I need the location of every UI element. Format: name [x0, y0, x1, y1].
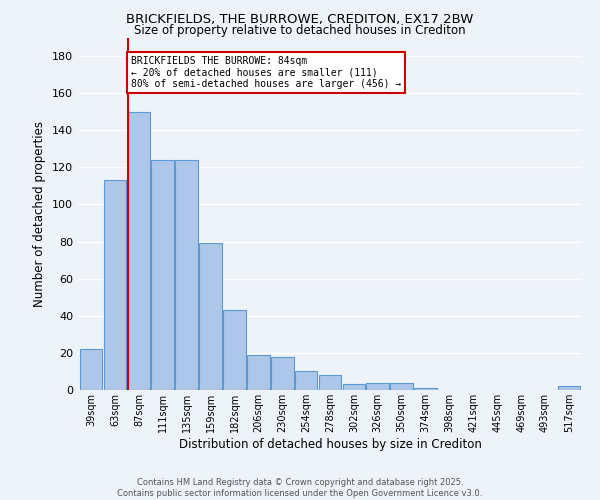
- Text: Size of property relative to detached houses in Crediton: Size of property relative to detached ho…: [134, 24, 466, 37]
- Text: BRICKFIELDS, THE BURROWE, CREDITON, EX17 2BW: BRICKFIELDS, THE BURROWE, CREDITON, EX17…: [127, 12, 473, 26]
- Bar: [557, 386, 580, 390]
- Bar: [175, 160, 198, 390]
- Bar: [414, 388, 437, 390]
- Bar: [391, 382, 413, 390]
- Bar: [128, 112, 150, 390]
- Bar: [343, 384, 365, 390]
- Text: BRICKFIELDS THE BURROWE: 84sqm
← 20% of detached houses are smaller (111)
80% of: BRICKFIELDS THE BURROWE: 84sqm ← 20% of …: [131, 56, 401, 90]
- Bar: [80, 349, 103, 390]
- Bar: [367, 382, 389, 390]
- X-axis label: Distribution of detached houses by size in Crediton: Distribution of detached houses by size …: [179, 438, 481, 450]
- Bar: [104, 180, 127, 390]
- Bar: [151, 160, 174, 390]
- Bar: [271, 356, 293, 390]
- Text: Contains HM Land Registry data © Crown copyright and database right 2025.
Contai: Contains HM Land Registry data © Crown c…: [118, 478, 482, 498]
- Bar: [319, 375, 341, 390]
- Bar: [247, 355, 269, 390]
- Bar: [295, 372, 317, 390]
- Y-axis label: Number of detached properties: Number of detached properties: [34, 120, 46, 306]
- Bar: [223, 310, 246, 390]
- Bar: [199, 244, 222, 390]
